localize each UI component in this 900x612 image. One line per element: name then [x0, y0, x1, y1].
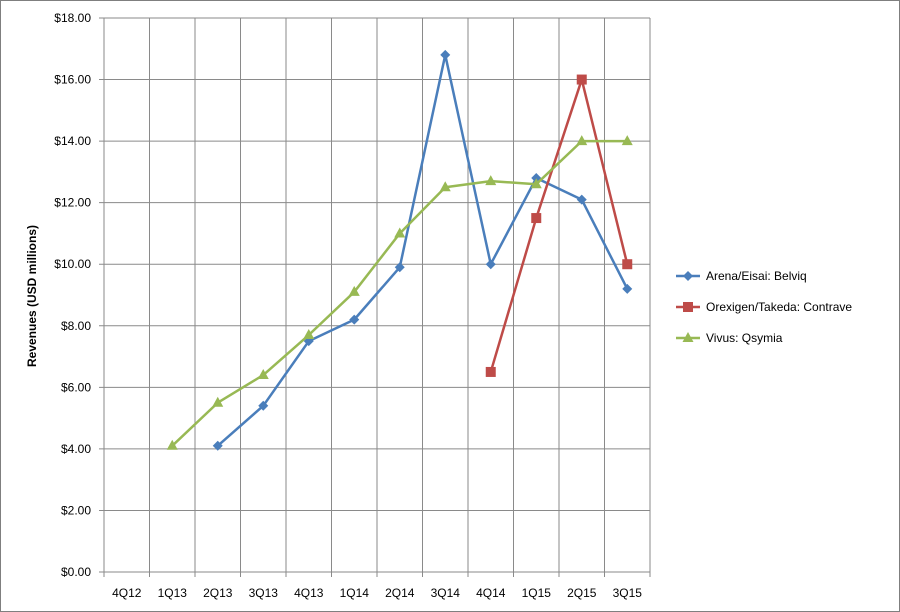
x-axis-ticks: 4Q12 1Q13 2Q13 3Q13 4Q13 1Q14 2Q14 3Q14 4Q14 1Q15… [112, 586, 642, 600]
y-tick-label: $8.00 [61, 319, 91, 333]
data-point [440, 49, 451, 60]
data-point [622, 259, 633, 270]
y-axis-ticks: $0.00 $2.00 $4.00 $6.00 $8.00 $10.00 $12.00 $14… [54, 11, 91, 579]
y-tick-label: $18.00 [54, 11, 91, 25]
legend-item: Orexigen/Takeda: Contrave [676, 300, 852, 314]
x-tick-label: 1Q13 [158, 586, 188, 600]
legend-item: Vivus: Qsymia [676, 331, 783, 345]
data-point [576, 135, 588, 146]
series-line [489, 78, 629, 373]
data-point [303, 329, 315, 340]
data-point [212, 440, 223, 451]
x-tick-label: 1Q15 [522, 586, 552, 600]
legend-label: Vivus: Qsymia [706, 331, 783, 345]
x-tick-label: 2Q15 [567, 586, 597, 600]
x-tick-label: 3Q13 [249, 586, 279, 600]
data-point [531, 213, 542, 224]
data-point [683, 271, 693, 281]
legend: Arena/Eisai: Belviq Orexigen/Takeda: Cont… [676, 269, 852, 345]
y-tick-label: $6.00 [61, 380, 91, 394]
data-point [257, 369, 269, 380]
data-point [394, 262, 405, 273]
data-point [212, 396, 224, 407]
data-point [485, 259, 496, 270]
data-point [621, 135, 633, 146]
y-tick-label: $0.00 [61, 565, 91, 579]
data-point [682, 332, 694, 342]
series-1 [485, 74, 633, 377]
data-point [622, 283, 633, 294]
y-axis-label: Revenues (USD millions) [25, 225, 39, 367]
data-point [348, 285, 360, 296]
legend-label: Orexigen/Takeda: Contrave [706, 300, 852, 314]
data-point [258, 400, 269, 411]
x-tick-label: 1Q14 [340, 586, 370, 600]
data-point [439, 181, 451, 192]
x-tick-label: 2Q14 [385, 586, 415, 600]
x-tick-label: 4Q12 [112, 586, 142, 600]
data-point [530, 178, 542, 189]
series-line [216, 53, 629, 447]
legend-item: Arena/Eisai: Belviq [676, 269, 807, 283]
series-0 [212, 49, 633, 451]
series-2 [166, 135, 633, 450]
y-tick-label: $2.00 [61, 503, 91, 517]
y-tick-label: $10.00 [54, 257, 91, 271]
series-group [166, 49, 633, 451]
y-tick-label: $4.00 [61, 442, 91, 456]
x-tick-label: 3Q14 [431, 586, 461, 600]
data-point [166, 439, 178, 450]
data-point [485, 366, 496, 377]
x-tick-label: 4Q13 [294, 586, 324, 600]
data-point [349, 314, 360, 325]
data-point [576, 74, 587, 85]
y-tick-label: $14.00 [54, 134, 91, 148]
legend-label: Arena/Eisai: Belviq [706, 269, 807, 283]
data-point [576, 194, 587, 205]
data-point [485, 175, 497, 186]
x-tick-label: 3Q15 [613, 586, 643, 600]
y-tick-label: $16.00 [54, 73, 91, 87]
x-tick-label: 2Q13 [203, 586, 233, 600]
y-tick-label: $12.00 [54, 196, 91, 210]
x-tick-label: 4Q14 [476, 586, 506, 600]
data-point [683, 302, 693, 312]
data-point [394, 227, 406, 238]
